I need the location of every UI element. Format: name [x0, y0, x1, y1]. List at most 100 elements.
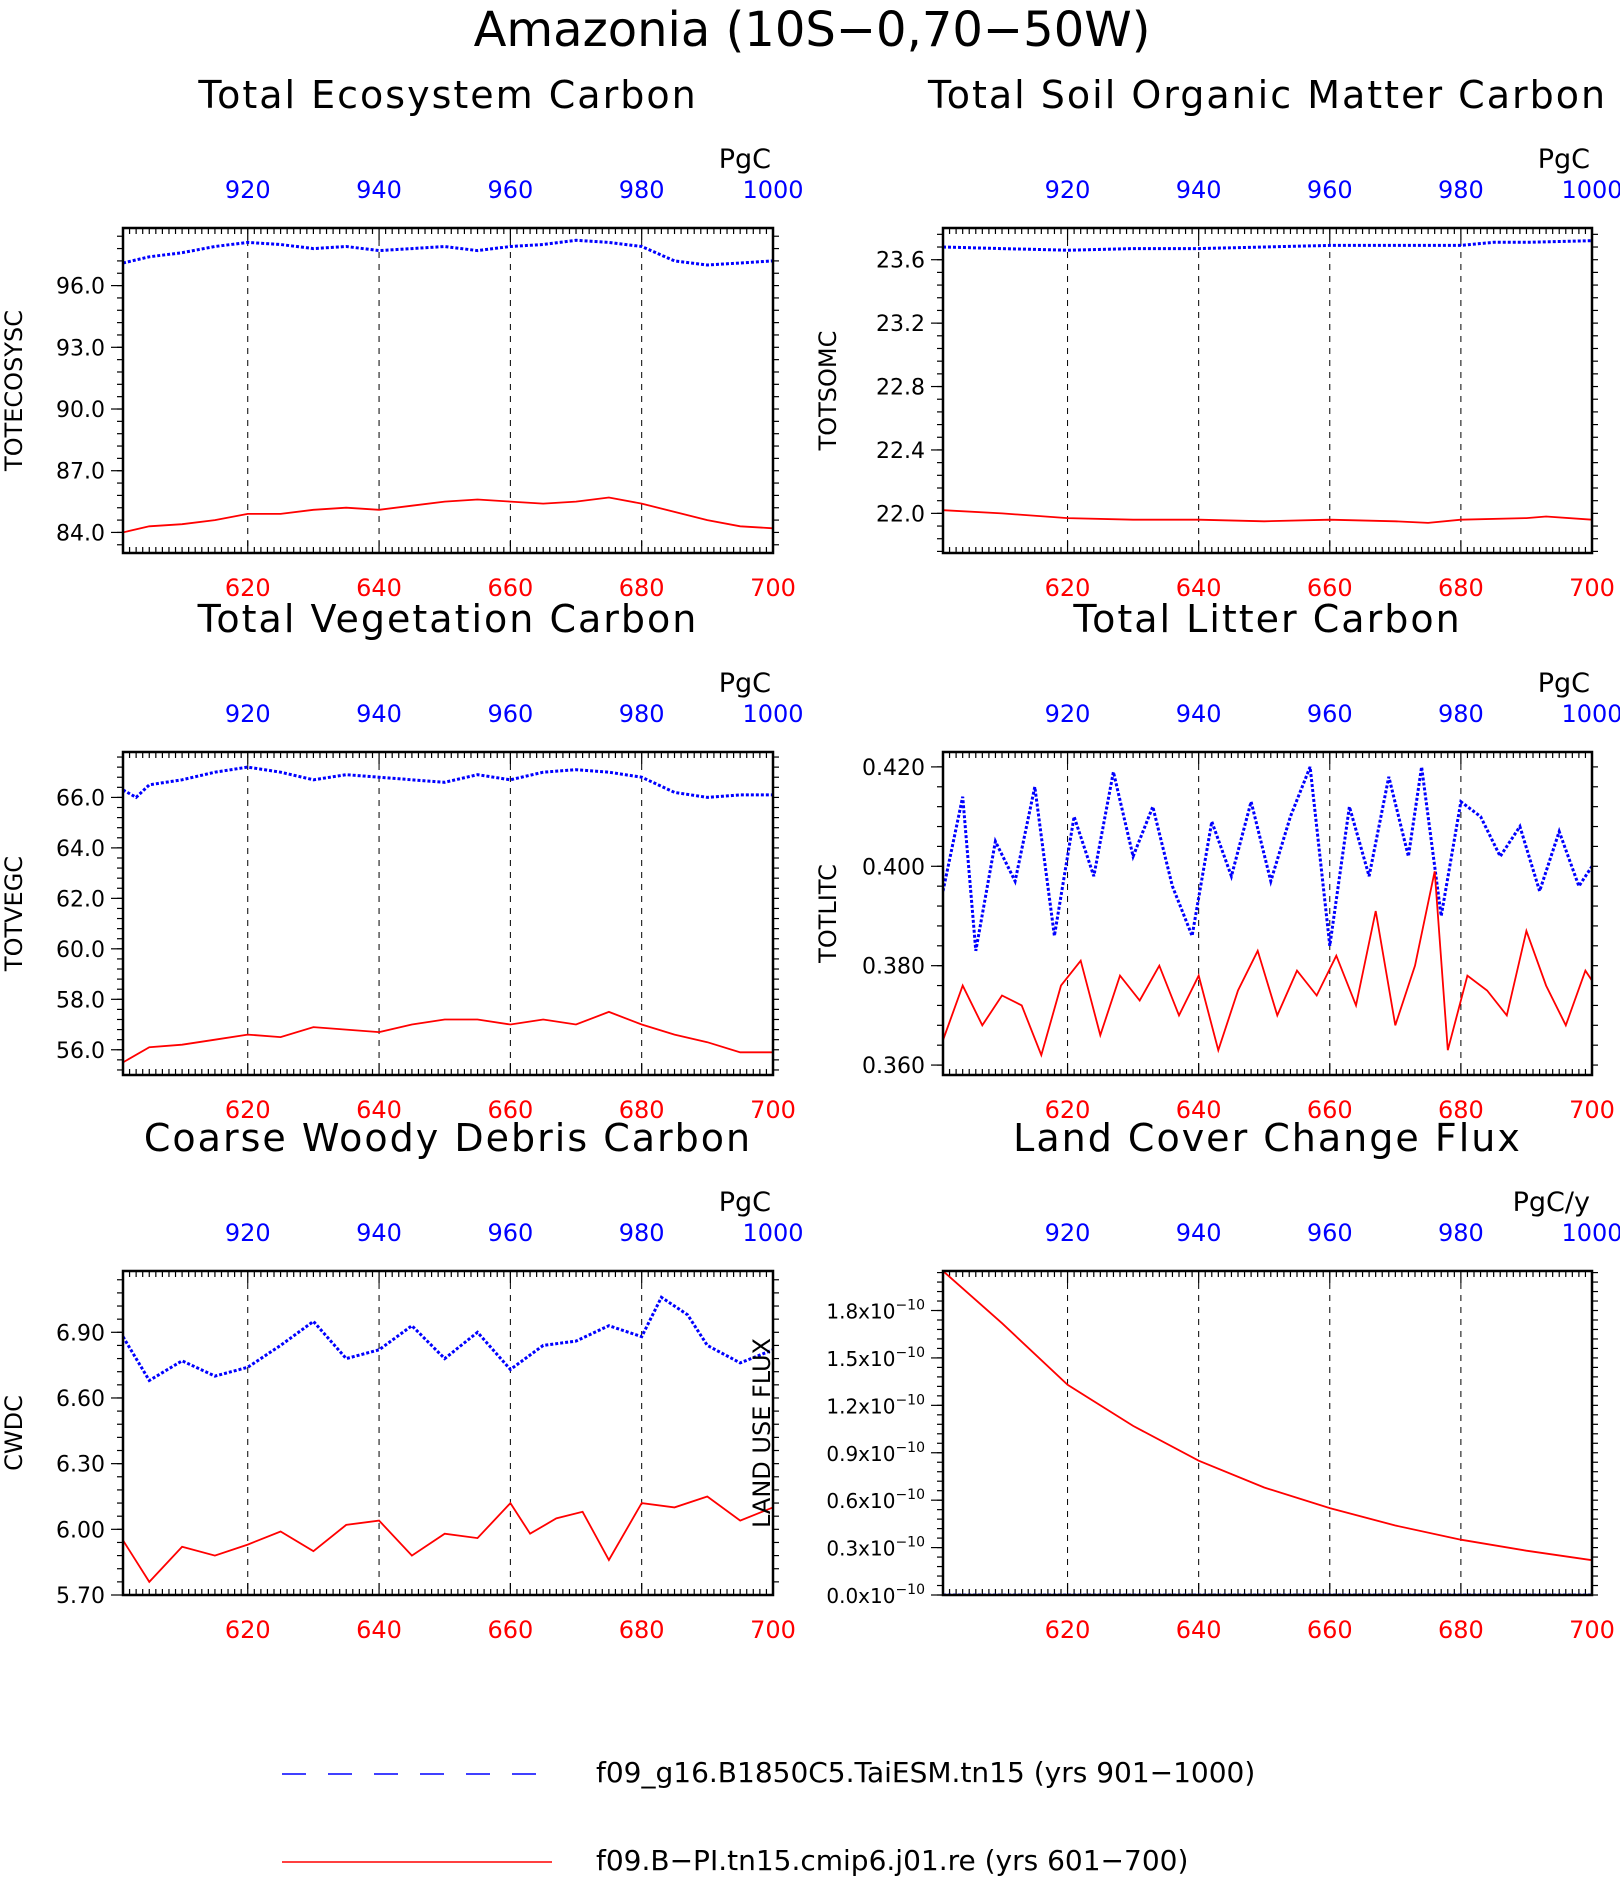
y-tick-label: 23.6 — [876, 249, 925, 274]
x-top-tick-label: 980 — [1438, 700, 1484, 728]
series-line-top — [123, 1295, 773, 1383]
y-tick-label: 93.0 — [56, 336, 105, 361]
x-top-tick-label: 940 — [356, 1219, 402, 1247]
x-top-tick-label: 960 — [487, 176, 533, 204]
x-top-tick-label: 1000 — [1561, 700, 1620, 728]
y-tick-label: 66.0 — [56, 786, 105, 811]
series-line-bottom — [943, 871, 1592, 1058]
legend-label: f09_g16.B1850C5.TaiESM.tn15 (yrs 901−100… — [596, 1756, 1255, 1789]
y-axis-label: CWDC — [0, 1395, 28, 1471]
plot-frame — [121, 226, 775, 555]
x-bottom-tick-label: 660 — [1307, 1616, 1353, 1644]
units-label: PgC — [1538, 668, 1590, 699]
y-tick-label: 0.0x10−10 — [826, 1582, 925, 1608]
series-line-bottom — [123, 496, 773, 534]
x-bottom-tick-label: 620 — [225, 1096, 271, 1124]
series-line-bottom — [123, 1010, 773, 1064]
x-top-tick-label: 980 — [619, 176, 665, 204]
y-tick-label: 22.4 — [876, 439, 925, 464]
x-bottom-tick-label: 700 — [750, 1096, 796, 1124]
series-line-top — [943, 766, 1592, 952]
series-line-top — [123, 238, 773, 267]
y-tick-label: 6.60 — [56, 1387, 105, 1412]
plot-frame — [941, 226, 1594, 555]
x-top-tick-label: 1000 — [742, 176, 803, 204]
x-bottom-tick-label: 640 — [356, 1096, 402, 1124]
x-bottom-tick-label: 660 — [487, 574, 533, 602]
y-tick-label: 1.2x10−10 — [826, 1392, 925, 1418]
x-bottom-tick-label: 660 — [487, 1616, 533, 1644]
x-bottom-tick-label: 680 — [1438, 574, 1484, 602]
chart-panel-2: Total Soil Organic Matter Carbon PgC 620 64… — [814, 73, 1620, 602]
x-bottom-tick-label: 640 — [356, 1616, 402, 1644]
units-label: PgC — [719, 1187, 771, 1218]
series-line-top — [943, 239, 1592, 252]
units-label: PgC — [1538, 144, 1590, 175]
panel-title: Total Ecosystem Carbon — [197, 73, 697, 117]
x-top-tick-label: 1000 — [742, 1219, 803, 1247]
x-bottom-tick-label: 640 — [1176, 574, 1222, 602]
y-tick-label: 58.0 — [56, 988, 105, 1013]
chart-panel-3: Total Vegetation Carbon PgC 620 640 660 680 70… — [0, 597, 804, 1124]
y-tick-label: 0.6x10−10 — [826, 1487, 925, 1513]
units-label: PgC — [719, 144, 771, 175]
y-tick-label: 60.0 — [56, 938, 105, 963]
x-bottom-tick-label: 700 — [750, 574, 796, 602]
y-tick-label: 1.8x10−10 — [826, 1298, 925, 1324]
x-top-tick-label: 980 — [1438, 1219, 1484, 1247]
panel-title: Land Cover Change Flux — [1013, 1116, 1522, 1160]
x-top-tick-label: 960 — [1307, 176, 1353, 204]
x-top-tick-label: 980 — [1438, 176, 1484, 204]
x-top-tick-label: 960 — [487, 700, 533, 728]
y-tick-label: 56.0 — [56, 1039, 105, 1064]
x-bottom-tick-label: 660 — [1307, 574, 1353, 602]
x-top-tick-label: 920 — [1045, 700, 1091, 728]
chart-panel-6: Land Cover Change Flux PgC/y 620 640 660 680 7… — [748, 1116, 1620, 1644]
y-tick-label: 22.0 — [876, 502, 925, 527]
x-top-tick-label: 920 — [225, 1219, 271, 1247]
panels: Total Ecosystem Carbon PgC 620 640 660 680 700… — [0, 73, 1620, 1644]
x-bottom-tick-label: 620 — [1045, 574, 1091, 602]
y-axis-label: LAND USE FLUX — [748, 1338, 776, 1528]
chart-panel-5: Coarse Woody Debris Carbon PgC 620 640 660 68… — [0, 1116, 804, 1644]
y-tick-label: 87.0 — [56, 460, 105, 485]
y-tick-label: 84.0 — [56, 521, 105, 546]
units-label: PgC/y — [1513, 1187, 1590, 1218]
y-axis-label: TOTVEGC — [0, 856, 28, 972]
figure-title: Amazonia (10S−0,70−50W) — [474, 2, 1151, 58]
x-top-tick-label: 980 — [619, 700, 665, 728]
x-bottom-tick-label: 680 — [619, 574, 665, 602]
y-tick-label: 1.5x10−10 — [826, 1345, 925, 1371]
series-line-top — [123, 765, 773, 800]
y-tick-label: 0.380 — [862, 955, 925, 980]
x-bottom-tick-label: 680 — [619, 1616, 665, 1644]
x-top-tick-label: 920 — [1045, 1219, 1091, 1247]
y-tick-label: 6.00 — [56, 1518, 105, 1543]
x-top-tick-label: 960 — [1307, 1219, 1353, 1247]
x-top-tick-label: 1000 — [1561, 1219, 1620, 1247]
x-top-tick-label: 920 — [225, 700, 271, 728]
y-tick-label: 23.2 — [876, 312, 925, 337]
y-tick-label: 96.0 — [56, 275, 105, 300]
x-top-tick-label: 960 — [1307, 700, 1353, 728]
y-tick-label: 0.360 — [862, 1054, 925, 1079]
plot-frame — [941, 750, 1594, 1077]
panel-title: Total Vegetation Carbon — [197, 597, 699, 641]
series-line-bottom — [943, 1271, 1592, 1562]
x-top-tick-label: 940 — [1176, 700, 1222, 728]
x-top-tick-label: 940 — [1176, 1219, 1222, 1247]
plot-frame — [121, 750, 775, 1077]
x-bottom-tick-label: 700 — [1569, 1096, 1615, 1124]
x-bottom-tick-label: 640 — [1176, 1096, 1222, 1124]
y-axis-label: TOTSOMC — [814, 331, 842, 452]
x-bottom-tick-label: 680 — [1438, 1616, 1484, 1644]
series-line-bottom — [123, 1495, 773, 1584]
x-bottom-tick-label: 620 — [1045, 1096, 1091, 1124]
x-bottom-tick-label: 700 — [1569, 574, 1615, 602]
y-axis-label: TOTECOSYSC — [0, 310, 28, 472]
x-bottom-tick-label: 700 — [1569, 1616, 1615, 1644]
y-axis-label: TOTLITC — [814, 864, 842, 964]
legend-label: f09.B−PI.tn15.cmip6.j01.re (yrs 601−700) — [596, 1844, 1188, 1877]
x-top-tick-label: 1000 — [742, 700, 803, 728]
